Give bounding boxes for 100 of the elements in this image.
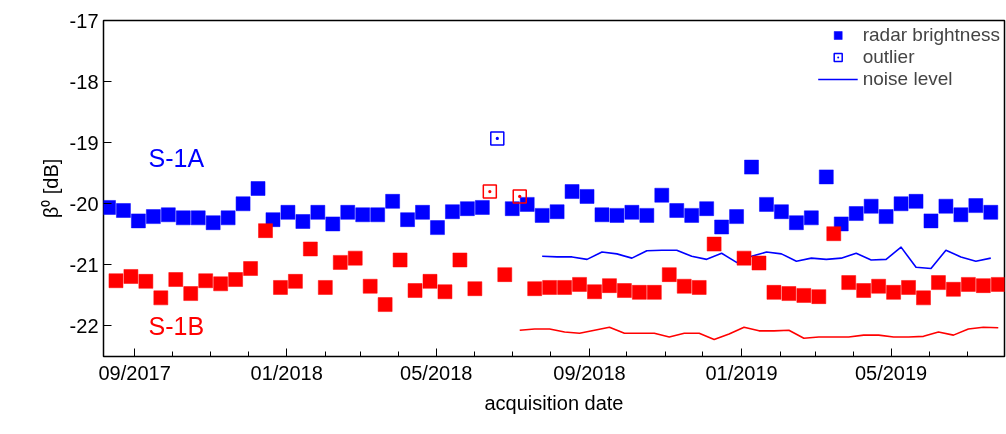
point: [332, 254, 348, 270]
point: [317, 279, 333, 295]
point: [153, 290, 169, 306]
point: [160, 207, 176, 223]
point: [594, 207, 610, 223]
point: [975, 278, 991, 294]
point: [871, 278, 887, 294]
x-tick-label: 05/2019: [854, 361, 928, 384]
point: [908, 193, 924, 209]
point: [736, 250, 752, 266]
point: [459, 201, 475, 217]
point: [601, 278, 617, 294]
point: [220, 210, 236, 226]
point: [886, 284, 902, 300]
point: [429, 220, 445, 236]
point: [699, 201, 715, 217]
point: [302, 241, 318, 257]
y-axis-title: β⁰ [dB]: [39, 158, 62, 219]
point: [123, 268, 139, 284]
point: [863, 198, 879, 214]
point: [572, 276, 588, 292]
point: [587, 284, 602, 300]
point: [415, 204, 431, 220]
legend-label: outlier: [862, 46, 915, 68]
x-tick-label: 09/2018: [553, 361, 626, 384]
point: [534, 207, 550, 223]
point: [549, 204, 565, 220]
point: [646, 284, 662, 300]
point: [198, 273, 214, 289]
point: [272, 279, 288, 295]
point: [512, 189, 527, 204]
point: [744, 159, 760, 175]
point: [968, 198, 984, 214]
point: [138, 273, 154, 289]
x-tick-label: 05/2018: [400, 361, 473, 384]
legend-label: noise level: [862, 68, 953, 90]
point: [467, 281, 483, 297]
point: [766, 284, 782, 300]
point: [564, 184, 580, 200]
point: [444, 204, 460, 220]
point: [990, 276, 1005, 292]
point: [205, 215, 221, 231]
point: [654, 187, 670, 203]
point: [818, 169, 834, 185]
point: [901, 279, 917, 295]
y-tick-label: -20: [69, 192, 99, 215]
x-tick-label: 01/2018: [250, 361, 323, 384]
point: [729, 209, 745, 225]
y-tick-label: -18: [69, 70, 99, 93]
point: [983, 204, 999, 220]
point: [542, 279, 558, 295]
point: [235, 196, 251, 212]
point: [527, 281, 543, 297]
point: [280, 204, 296, 220]
point: [213, 276, 229, 292]
line-series: [518, 326, 1000, 341]
x-axis-title: acquisition date: [484, 391, 624, 414]
point: [340, 204, 356, 220]
point: [691, 279, 707, 295]
y-tick-label: -17: [69, 9, 99, 32]
point: [923, 213, 939, 229]
point: [190, 210, 206, 226]
point: [706, 236, 722, 252]
annotation: S-1A: [148, 143, 205, 172]
point: [616, 283, 632, 299]
point: [684, 207, 700, 223]
point: [295, 213, 311, 229]
point: [287, 273, 303, 289]
point: [639, 207, 655, 223]
point: [175, 210, 191, 226]
point: [841, 275, 857, 291]
x-tick-label: 01/2019: [705, 361, 778, 384]
annotation: S-1B: [148, 311, 205, 340]
point: [788, 215, 804, 231]
point: [609, 207, 625, 223]
point: [310, 204, 326, 220]
point: [347, 250, 363, 266]
point: [631, 284, 647, 300]
point: [945, 281, 961, 297]
point: [624, 204, 640, 220]
point: [145, 209, 161, 225]
point: [751, 255, 767, 271]
point: [362, 278, 378, 294]
point: [856, 283, 872, 299]
point: [758, 196, 774, 212]
legend-label: radar brightness: [862, 24, 1000, 46]
y-tick-label: -22: [69, 314, 99, 337]
point: [377, 297, 393, 313]
point: [773, 204, 789, 220]
point: [400, 212, 416, 228]
point: [714, 219, 730, 235]
x-tick-label: 09/2017: [98, 361, 171, 384]
point: [325, 216, 341, 232]
point: [579, 188, 595, 204]
point: [938, 198, 954, 214]
point: [953, 207, 969, 223]
point: [893, 196, 909, 212]
point: [108, 273, 124, 289]
point: [355, 207, 371, 223]
point: [557, 279, 573, 295]
